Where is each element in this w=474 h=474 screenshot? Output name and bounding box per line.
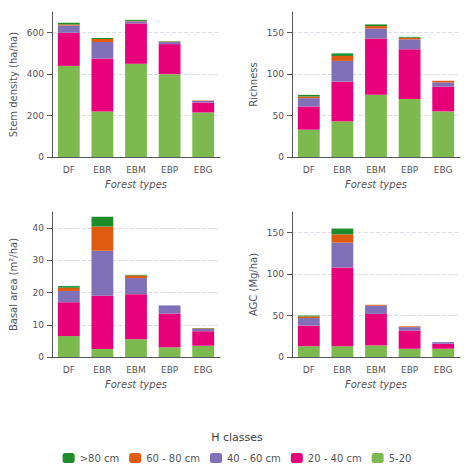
svg-text:20 - 40 cm: 20 - 40 cm <box>308 453 362 464</box>
svg-text:50: 50 <box>273 311 285 321</box>
svg-text:0: 0 <box>278 152 284 162</box>
svg-text:DF: DF <box>303 365 315 375</box>
svg-text:100: 100 <box>267 69 284 79</box>
svg-text:30: 30 <box>33 255 45 265</box>
svg-text:EBG: EBG <box>434 365 453 375</box>
svg-text:100: 100 <box>267 269 284 279</box>
svg-text:H classes: H classes <box>211 431 263 444</box>
svg-text:20: 20 <box>33 288 45 298</box>
svg-text:Forest types: Forest types <box>345 379 407 390</box>
svg-text:Basal area (m²/ha): Basal area (m²/ha) <box>8 238 19 331</box>
svg-text:600: 600 <box>27 28 44 38</box>
svg-text:EBG: EBG <box>434 165 453 175</box>
svg-text:EBM: EBM <box>366 365 386 375</box>
svg-text:EBG: EBG <box>194 165 213 175</box>
svg-text:Forest types: Forest types <box>345 179 407 190</box>
svg-text:EBG: EBG <box>194 365 213 375</box>
svg-text:EBM: EBM <box>126 365 146 375</box>
svg-text:150: 150 <box>267 28 284 38</box>
svg-text:>80 cm: >80 cm <box>80 453 120 464</box>
svg-text:EBM: EBM <box>126 165 146 175</box>
svg-text:DF: DF <box>303 165 315 175</box>
svg-text:0: 0 <box>278 352 284 362</box>
svg-text:DF: DF <box>63 165 75 175</box>
svg-text:Forest types: Forest types <box>105 179 167 190</box>
svg-text:EBR: EBR <box>333 365 351 375</box>
svg-text:200: 200 <box>27 111 44 121</box>
svg-text:Forest types: Forest types <box>105 379 167 390</box>
svg-text:EBR: EBR <box>93 365 111 375</box>
svg-text:EBP: EBP <box>401 365 419 375</box>
svg-text:EBP: EBP <box>401 165 419 175</box>
svg-text:DF: DF <box>63 365 75 375</box>
svg-text:40: 40 <box>33 223 45 233</box>
svg-text:60 - 80 cm: 60 - 80 cm <box>146 453 200 464</box>
svg-text:Stem density (ha/ha): Stem density (ha/ha) <box>8 32 19 137</box>
svg-text:0: 0 <box>38 152 44 162</box>
svg-text:Richness: Richness <box>248 62 259 106</box>
svg-text:AGC (Mg/ha): AGC (Mg/ha) <box>248 253 259 316</box>
svg-text:0: 0 <box>38 352 44 362</box>
svg-text:EBP: EBP <box>161 165 179 175</box>
svg-text:5-20: 5-20 <box>389 453 412 464</box>
svg-text:150: 150 <box>267 228 284 238</box>
svg-text:EBR: EBR <box>333 165 351 175</box>
svg-text:10: 10 <box>33 320 45 330</box>
svg-text:400: 400 <box>27 69 44 79</box>
svg-text:50: 50 <box>273 111 285 121</box>
svg-text:EBM: EBM <box>366 165 386 175</box>
svg-text:EBP: EBP <box>161 365 179 375</box>
svg-text:EBR: EBR <box>93 165 111 175</box>
svg-text:40 - 60 cm: 40 - 60 cm <box>227 453 281 464</box>
